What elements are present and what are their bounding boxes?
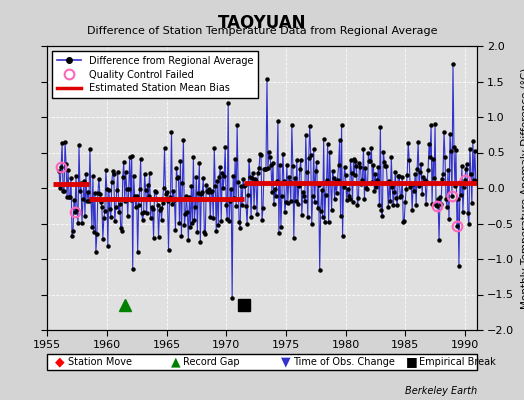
Text: ■: ■	[406, 356, 417, 368]
Text: Record Gap: Record Gap	[183, 357, 240, 367]
Text: ◆: ◆	[56, 356, 65, 368]
Text: Empirical Break: Empirical Break	[419, 357, 496, 367]
Text: TAOYUAN: TAOYUAN	[218, 14, 306, 32]
Y-axis label: Monthly Temperature Anomaly Difference (°C): Monthly Temperature Anomaly Difference (…	[521, 67, 524, 309]
Text: Berkeley Earth: Berkeley Earth	[405, 386, 477, 396]
Legend: Difference from Regional Average, Quality Control Failed, Estimated Station Mean: Difference from Regional Average, Qualit…	[52, 51, 258, 98]
Text: Station Move: Station Move	[68, 357, 132, 367]
Text: Time of Obs. Change: Time of Obs. Change	[293, 357, 395, 367]
Text: Difference of Station Temperature Data from Regional Average: Difference of Station Temperature Data f…	[87, 26, 437, 36]
Text: ▲: ▲	[171, 356, 180, 368]
Text: ▼: ▼	[281, 356, 290, 368]
